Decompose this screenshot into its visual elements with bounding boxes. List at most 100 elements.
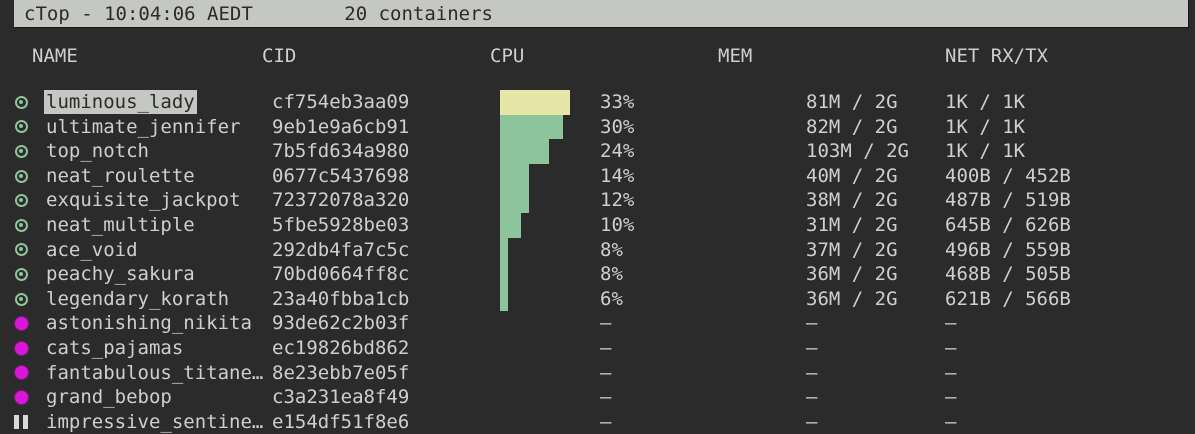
stopped-dot-icon [13, 336, 29, 361]
stopped-dot-icon [13, 311, 29, 336]
network-rx-tx: 1K / 1K [945, 115, 1026, 138]
container-cid: 7b5fd634a980 [272, 140, 410, 163]
network-rx-tx: 1K / 1K [945, 140, 1026, 163]
container-cid: ec19826bd862 [272, 336, 410, 359]
container-cid: 0677c5437698 [272, 164, 410, 187]
network-rx-tx: – [945, 361, 957, 384]
memory-usage: 40M / 2G [806, 164, 898, 187]
cpu-bar [500, 237, 508, 263]
container-cid: 9eb1e9a6cb91 [272, 115, 410, 138]
running-dot-icon [13, 238, 29, 263]
cpu-bar [500, 139, 549, 164]
container-cid: 70bd0664ff8c [272, 263, 410, 286]
column-header-cid[interactable]: CID [262, 45, 297, 67]
container-name[interactable]: peachy_sakura [46, 263, 195, 286]
cpu-percent: 24% [600, 140, 635, 163]
cpu-bar [500, 163, 529, 189]
running-dot-icon [13, 213, 29, 238]
container-row[interactable]: neat_multiple 5fbe5928be03 10% 31M / 2G 645B… [0, 212, 1195, 238]
container-row[interactable]: fantabulous_titane… 8e23ebb7e05f – – – [0, 361, 1195, 386]
cpu-bar [500, 212, 521, 238]
container-row[interactable]: legendary_korath 23a40fbba1cb 6% 36M / 2G 62… [0, 286, 1195, 312]
memory-usage: – [806, 386, 818, 409]
memory-usage: 31M / 2G [806, 213, 898, 236]
cpu-percent: 14% [600, 164, 635, 187]
cpu-bar [500, 262, 508, 287]
container-row[interactable]: cats_pajamas ec19826bd862 – – – [0, 336, 1195, 361]
network-rx-tx: 487B / 519B [945, 189, 1071, 212]
container-name[interactable]: ultimate_jennifer [46, 115, 241, 138]
container-name[interactable]: top_notch [46, 140, 149, 163]
column-header-name[interactable]: NAME [32, 45, 78, 67]
running-dot-icon [13, 262, 29, 287]
stopped-dot-icon [13, 385, 29, 410]
container-row[interactable]: top_notch 7b5fd634a980 24% 103M / 2G 1K / 1K [0, 139, 1195, 164]
container-name[interactable]: ace_void [46, 238, 138, 261]
container-row[interactable]: neat_roulette 0677c5437698 14% 40M / 2G 400B… [0, 163, 1195, 189]
memory-usage: 82M / 2G [806, 115, 898, 138]
network-rx-tx: 468B / 505B [945, 263, 1071, 286]
container-row[interactable]: impressive_sentine… e154df51f8e6 – – – [0, 410, 1195, 434]
container-name[interactable]: neat_multiple [46, 213, 195, 236]
cpu-bar [500, 90, 570, 115]
container-row[interactable]: exquisite_jackpot 72372078a320 12% 38M / 2G… [0, 188, 1195, 213]
column-header-mem[interactable]: MEM [718, 45, 753, 67]
network-rx-tx: – [945, 410, 957, 433]
container-row[interactable]: peachy_sakura 70bd0664ff8c 8% 36M / 2G 468B … [0, 262, 1195, 287]
container-cid: 8e23ebb7e05f [272, 361, 410, 384]
container-row[interactable]: ultimate_jennifer 9eb1e9a6cb91 30% 82M / 2G… [0, 114, 1195, 140]
container-name[interactable]: grand_bebop [46, 386, 172, 409]
running-dot-icon [13, 188, 29, 213]
memory-usage: 36M / 2G [806, 263, 898, 286]
memory-usage: – [806, 361, 818, 384]
container-cid: e154df51f8e6 [272, 410, 410, 433]
network-rx-tx: 1K / 1K [945, 91, 1026, 113]
cpu-percent: – [600, 386, 612, 409]
running-dot-icon [13, 139, 29, 164]
container-cid: cf754eb3aa09 [272, 91, 410, 113]
container-cid: 23a40fbba1cb [272, 287, 410, 310]
cpu-percent: – [600, 361, 612, 384]
running-dot-icon [13, 115, 29, 140]
running-dot-icon [13, 164, 29, 189]
container-name[interactable]: legendary_korath [46, 287, 230, 310]
cpu-percent: – [600, 312, 612, 335]
memory-usage: 36M / 2G [806, 287, 898, 310]
column-header-cpu[interactable]: CPU [490, 45, 525, 67]
container-name[interactable]: astonishing_nikita [46, 312, 252, 335]
container-cid: c3a231ea8f49 [272, 386, 410, 409]
container-cid: 5fbe5928be03 [272, 213, 410, 236]
memory-usage: 37M / 2G [806, 238, 898, 261]
container-name[interactable]: impressive_sentine… [46, 410, 264, 433]
cpu-percent: 12% [600, 189, 635, 212]
memory-usage: 103M / 2G [806, 140, 909, 163]
network-rx-tx: 496B / 559B [945, 238, 1071, 261]
cpu-percent: 30% [600, 115, 635, 138]
cpu-percent: – [600, 336, 612, 359]
container-name[interactable]: cats_pajamas [46, 336, 184, 359]
column-header-net[interactable]: NET RX/TX [945, 45, 1048, 67]
pause-icon [13, 410, 29, 434]
cpu-bar [500, 286, 508, 312]
network-rx-tx: 645B / 626B [945, 213, 1071, 236]
memory-usage: – [806, 410, 818, 433]
memory-usage: – [806, 336, 818, 359]
container-name[interactable]: neat_roulette [46, 164, 195, 187]
stopped-dot-icon [13, 361, 29, 386]
container-row[interactable]: grand_bebop c3a231ea8f49 – – – [0, 385, 1195, 410]
container-name[interactable]: luminous_lady [44, 90, 197, 114]
container-name[interactable]: exquisite_jackpot [46, 189, 241, 212]
container-row[interactable]: astonishing_nikita 93de62c2b03f – – – [0, 311, 1195, 336]
cpu-percent: 10% [600, 213, 635, 236]
container-list: luminous_lady cf754eb3aa09 33% 81M / 2G 1K /… [0, 90, 1195, 434]
cpu-percent: – [600, 410, 612, 433]
cpu-bar [500, 188, 529, 213]
cpu-bar [500, 114, 563, 140]
network-rx-tx: – [945, 386, 957, 409]
container-row[interactable]: ace_void 292db4fa7c5c 8% 37M / 2G 496B / 559… [0, 237, 1195, 263]
container-row[interactable]: luminous_lady cf754eb3aa09 33% 81M / 2G 1K /… [0, 90, 1195, 115]
network-rx-tx: – [945, 336, 957, 359]
title-bar: cTop - 10:04:06 AEDT 20 containers [14, 0, 1188, 27]
container-name[interactable]: fantabulous_titane… [46, 361, 264, 384]
network-rx-tx: 621B / 566B [945, 287, 1071, 310]
